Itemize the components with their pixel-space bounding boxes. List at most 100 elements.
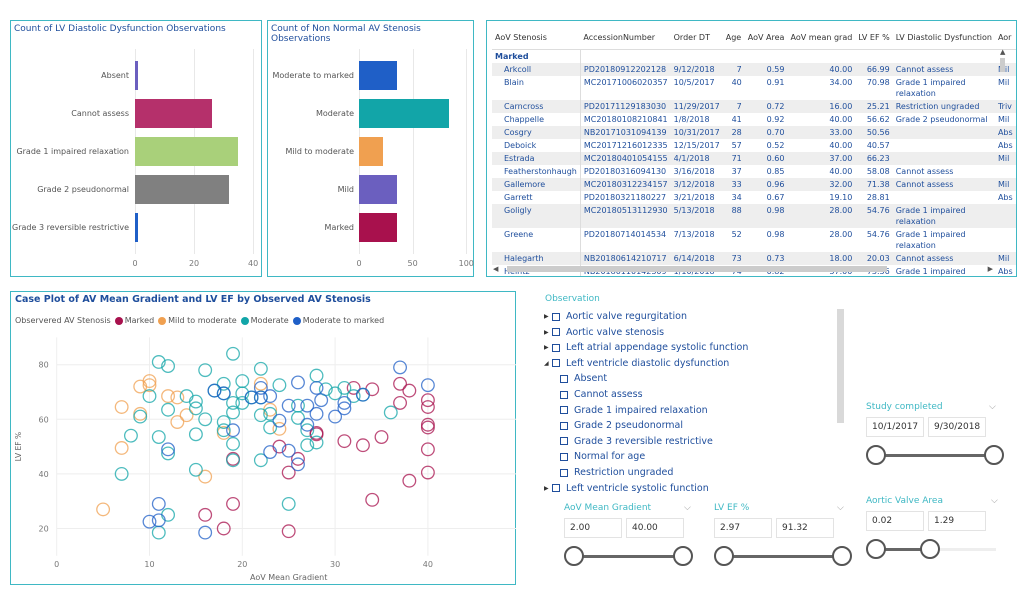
data-point[interactable]	[346, 380, 361, 395]
lv-ef-slicer[interactable]: LV EF % ⌵ 2.97 91.32	[714, 503, 852, 583]
observation-item[interactable]: Restriction ungraded	[560, 467, 673, 478]
table-row[interactable]: Garrett PD20180321180227 3/21/2018 34 0.67 19…	[492, 190, 1016, 204]
data-point[interactable]	[420, 378, 435, 393]
horizontal-scrollbar[interactable]: ◀ ▶	[493, 265, 993, 273]
data-point[interactable]	[198, 363, 213, 378]
data-point[interactable]	[207, 383, 222, 398]
table-row[interactable]: Carncross PD20171129183030 11/29/2017 7 0.72…	[492, 99, 1016, 113]
table-row[interactable]: Estrada MC20180401054155 4/1/2018 71 0.60 37.…	[492, 151, 1016, 165]
data-point[interactable]	[281, 496, 296, 511]
observation-item[interactable]: ▶ Left ventricle systolic function	[544, 483, 709, 494]
data-point[interactable]	[291, 457, 305, 472]
checkbox[interactable]	[560, 374, 568, 383]
column-header[interactable]: AoV mean grad	[787, 27, 856, 50]
data-point[interactable]	[309, 368, 324, 383]
checkbox[interactable]	[552, 343, 560, 352]
table-row[interactable]: Chappelle MC20180108210841 1/8/2018 41 0.92 4…	[492, 112, 1016, 126]
data-point[interactable]	[291, 451, 305, 466]
data-point[interactable]	[365, 382, 380, 397]
checkbox[interactable]	[560, 421, 568, 430]
observation-item[interactable]: ◢ Left ventricle diastolic dysfunction	[544, 358, 729, 369]
table-row[interactable]: Greene PD20180714014534 7/13/2018 52 0.98 28.…	[492, 227, 1016, 252]
data-point[interactable]	[314, 393, 329, 408]
checkbox[interactable]	[552, 312, 560, 321]
scroll-thumb[interactable]	[507, 266, 887, 272]
av-stenosis-chart[interactable]: Count of Non Normal AV Stenosis Observat…	[267, 20, 474, 277]
checkbox[interactable]	[560, 437, 568, 446]
data-point[interactable]	[309, 425, 324, 440]
data-point[interactable]	[188, 462, 203, 477]
bar[interactable]	[359, 99, 450, 128]
table-row[interactable]: Blain MC20171006020357 10/5/2017 40 0.91 34.0…	[492, 75, 1016, 100]
bar[interactable]	[359, 213, 397, 242]
data-point[interactable]	[263, 445, 278, 460]
observation-item[interactable]: ▶ Left atrial appendage systolic function	[544, 342, 748, 353]
aortic-valve-area-slicer[interactable]: Aortic Valve Area ⌵ 0.02 1.29	[866, 496, 1006, 576]
data-point[interactable]	[374, 430, 389, 444]
data-point[interactable]	[300, 398, 315, 413]
range-to-input[interactable]: 9/30/2018	[928, 417, 986, 437]
data-point[interactable]	[281, 398, 296, 413]
data-point[interactable]	[281, 443, 296, 458]
data-point[interactable]	[420, 393, 435, 408]
data-point[interactable]	[198, 525, 213, 540]
data-point[interactable]	[328, 409, 343, 424]
data-point[interactable]	[281, 524, 296, 539]
chevron-down-icon[interactable]: ⌵	[837, 503, 844, 513]
data-point[interactable]	[216, 415, 231, 429]
slider-min-handle[interactable]	[564, 546, 584, 566]
data-point[interactable]	[151, 355, 166, 369]
data-point[interactable]	[300, 417, 315, 432]
range-from-input[interactable]: 2.00	[564, 518, 622, 538]
legend-item[interactable]: Marked	[114, 316, 154, 325]
data-point[interactable]	[337, 434, 352, 449]
data-point[interactable]	[161, 446, 176, 461]
checkbox[interactable]	[552, 359, 560, 368]
data-point[interactable]	[383, 405, 398, 420]
range-from-input[interactable]: 10/1/2017	[866, 417, 924, 437]
expand-arrow-icon[interactable]: ▶	[544, 313, 549, 320]
observation-item[interactable]: ▶ Aortic valve stenosis	[544, 327, 664, 338]
column-header[interactable]: Age	[722, 27, 745, 50]
data-point[interactable]	[123, 428, 138, 443]
data-point[interactable]	[142, 389, 157, 404]
legend-item[interactable]: Moderate	[240, 316, 289, 325]
data-point[interactable]	[226, 395, 240, 410]
data-point[interactable]	[142, 378, 157, 393]
data-point[interactable]	[226, 453, 240, 468]
range-from-input[interactable]: 0.02	[866, 511, 924, 531]
data-point[interactable]	[309, 406, 324, 421]
scatter-chart[interactable]: Case Plot of AV Mean Gradient and LV EF …	[10, 291, 516, 585]
scroll-left-icon[interactable]: ◀	[493, 265, 499, 273]
data-point[interactable]	[170, 415, 185, 429]
data-point[interactable]	[253, 361, 268, 376]
slicer-scrollbar[interactable]	[837, 309, 844, 423]
checkbox[interactable]	[560, 406, 568, 415]
data-point[interactable]	[188, 401, 203, 416]
data-point[interactable]	[216, 376, 231, 391]
data-point[interactable]	[142, 374, 157, 389]
collapse-arrow-icon[interactable]: ◢	[544, 359, 549, 367]
aov-mean-gradient-slicer[interactable]: AoV Mean Gradient ⌵ 2.00 40.00	[564, 503, 699, 583]
data-point[interactable]	[198, 469, 213, 484]
data-point[interactable]	[263, 406, 278, 421]
data-point[interactable]	[337, 401, 352, 416]
data-point[interactable]	[96, 502, 111, 517]
column-header[interactable]: AccessionNumber	[580, 27, 671, 50]
data-point[interactable]	[142, 514, 157, 529]
data-point[interactable]	[216, 386, 231, 401]
column-header[interactable]: Aor	[994, 27, 1016, 50]
column-header[interactable]: AoV Area	[744, 27, 788, 50]
data-point[interactable]	[420, 442, 435, 457]
lv-diastolic-chart[interactable]: Count of LV Diastolic Dysfunction Observ…	[10, 20, 262, 277]
data-point[interactable]	[402, 383, 417, 398]
table-row[interactable]: Goligly MC20180513112930 5/13/2018 88 0.98 28…	[492, 203, 1016, 228]
data-point[interactable]	[253, 453, 268, 468]
range-to-input[interactable]: 91.32	[776, 518, 834, 538]
study-completed-slicer[interactable]: Study completed ⌵ 10/1/2017 9/30/2018	[866, 402, 1004, 482]
range-from-input[interactable]: 2.97	[714, 518, 772, 538]
data-point[interactable]	[291, 375, 305, 390]
data-point[interactable]	[161, 359, 176, 374]
bar[interactable]	[359, 61, 397, 90]
chevron-down-icon[interactable]: ⌵	[989, 402, 996, 412]
